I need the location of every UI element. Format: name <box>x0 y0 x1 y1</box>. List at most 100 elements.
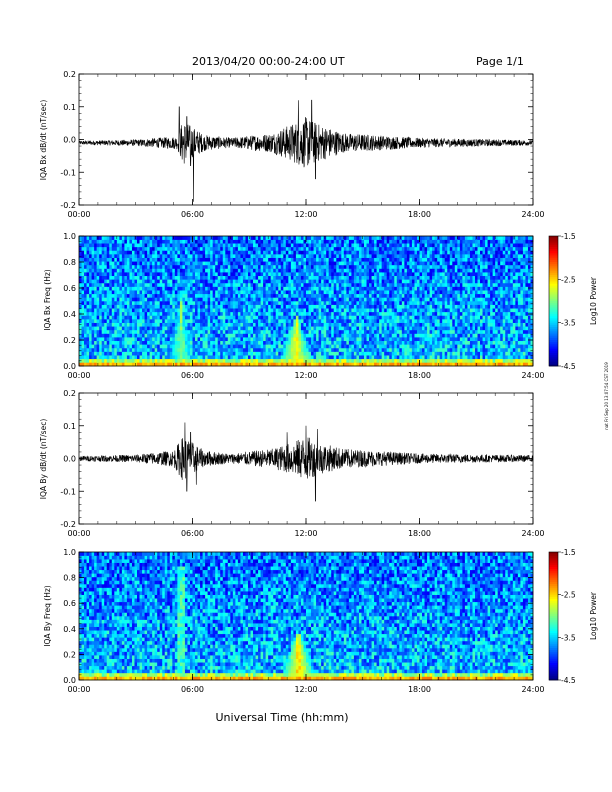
bx-spectrogram-cell <box>126 322 130 327</box>
bx-spectrogram-cell <box>227 250 231 255</box>
bx-spectrogram-cell <box>316 286 319 291</box>
bx-spectrogram-cell <box>101 347 105 352</box>
bx-spectrogram-cell <box>336 290 340 295</box>
bx-spectrogram-cell <box>321 250 324 255</box>
bx-spectrogram-cell <box>177 351 181 356</box>
bx-spectrogram-cell <box>109 261 113 266</box>
bx-spectrogram-cell <box>253 254 256 258</box>
bx-spectrogram-cell <box>237 311 241 316</box>
bx-spectrogram-cell <box>250 337 254 342</box>
bx-spectrogram-cell <box>285 355 289 360</box>
bx-spectrogram-cell <box>376 268 380 273</box>
bx-spectrogram-cell <box>384 329 388 334</box>
bx-spectrogram-cell <box>242 362 246 367</box>
bx-spectrogram-cell <box>371 246 375 251</box>
bx-spectrogram-cell <box>364 239 367 244</box>
bx-spectrogram-cell <box>328 344 332 349</box>
bx-spectrogram-cell <box>321 329 324 334</box>
bx-spectrogram-cell <box>147 250 150 255</box>
bx-spectrogram-cell <box>338 264 342 269</box>
bx-spectrogram-cell <box>394 304 398 309</box>
bx-spectrogram-cell <box>106 243 110 248</box>
bx-spectrogram-cell <box>205 301 208 305</box>
bx-spectrogram-cell <box>356 286 360 291</box>
bx-spectrogram-cell <box>157 340 161 345</box>
bx-spectrogram-cell <box>121 261 125 266</box>
bx-spectrogram-cell <box>84 297 87 302</box>
bx-spectrogram-cell <box>106 297 110 302</box>
bx-spectrogram-cell <box>217 239 221 244</box>
bx-spectrogram-cell <box>126 275 130 280</box>
bx-spectrogram-cell <box>358 351 362 356</box>
bx-spectrogram-cell <box>94 275 97 280</box>
bx-spectrogram-cell <box>84 246 87 251</box>
bx-spectrogram-cell <box>333 286 337 291</box>
bx-spectrogram-cell <box>104 362 108 367</box>
bx-spectrogram-cell <box>258 326 261 331</box>
bx-spectrogram-cell <box>328 254 332 258</box>
bx-spectrogram-cell <box>384 264 388 269</box>
bx-spectrogram-cell <box>162 337 166 342</box>
bx-spectrogram-cell <box>184 286 188 291</box>
bx-spectrogram-cell <box>99 337 102 342</box>
bx-spectrogram-cell <box>364 301 367 305</box>
bx-spectrogram-cell <box>152 301 155 305</box>
bx-spectrogram-cell <box>202 351 206 356</box>
bx-spectrogram-cell <box>394 337 398 342</box>
bx-spectrogram-cell <box>416 261 420 266</box>
bx-spectrogram-cell <box>306 246 309 251</box>
bx-spectrogram-cell <box>164 329 168 334</box>
bx-spectrogram-cell <box>222 272 226 277</box>
bx-spectrogram-cell <box>348 304 352 309</box>
bx-spectrogram-cell <box>116 297 120 302</box>
bx-spectrogram-cell <box>152 333 155 338</box>
bx-spectrogram-cell <box>235 362 239 367</box>
bx-spectrogram-cell <box>152 290 155 295</box>
bx-spectrogram-cell <box>154 272 158 277</box>
bx-spectrogram-cell <box>144 308 148 313</box>
bx-spectrogram-cell <box>348 282 352 287</box>
bx-spectrogram-cell <box>416 279 420 284</box>
bx-spectrogram-cell <box>220 319 224 323</box>
bx-spectrogram-cell <box>137 279 140 284</box>
bx-spectrogram-cell <box>411 315 415 320</box>
bx-spectrogram-cell <box>308 326 312 331</box>
bx-spectrogram-cell <box>401 297 405 302</box>
bx-spectrogram-cell <box>104 340 108 345</box>
bx-spectrogram-cell <box>131 290 135 295</box>
bx-spectrogram-cell <box>394 246 398 251</box>
bx-spectrogram-cell <box>258 351 261 356</box>
bx-spectrogram-cell <box>116 329 120 334</box>
bx-spectrogram-cell <box>406 264 410 269</box>
bx-spectrogram-cell <box>250 297 254 302</box>
bx-spectrogram-cell <box>386 333 390 338</box>
bx-spectrogram-cell <box>331 358 335 363</box>
bx-spectrogram-cell <box>316 340 319 345</box>
bx-spectrogram-cell <box>159 279 163 284</box>
bx-spectrogram-cell <box>99 311 102 316</box>
bx-spectrogram-cell <box>121 308 125 313</box>
bx-spectrogram-cell <box>240 250 244 255</box>
bx-spectrogram-cell <box>152 362 155 367</box>
bx-spectrogram-cell <box>285 319 289 323</box>
bx-spectrogram-cell <box>89 322 92 327</box>
bx-spectrogram-cell <box>348 319 352 323</box>
bx-spectrogram-cell <box>149 355 153 360</box>
bx-spectrogram-cell <box>177 337 181 342</box>
bx-spectrogram-cell <box>376 340 380 345</box>
bx-spectrogram-cell <box>200 257 203 262</box>
bx-spectrogram-cell <box>212 308 216 313</box>
bx-spectrogram-cell <box>306 322 309 327</box>
bx-spectrogram-cell <box>295 254 299 258</box>
bx-spectrogram-cell <box>386 250 390 255</box>
bx-spectrogram-cell <box>220 293 224 298</box>
bx-spectrogram-cell <box>99 236 102 240</box>
bx-spectrogram-cell <box>275 362 279 367</box>
bx-spectrogram-cell <box>369 333 372 338</box>
bx-spectrogram-cell <box>119 290 123 295</box>
bx-spectrogram-cell <box>225 315 229 320</box>
bx-spectrogram-cell <box>169 362 173 367</box>
bx-spectrogram-cell <box>172 358 176 363</box>
bx-spectrogram-cell <box>323 322 327 327</box>
bx-spectrogram-cell <box>189 340 193 345</box>
